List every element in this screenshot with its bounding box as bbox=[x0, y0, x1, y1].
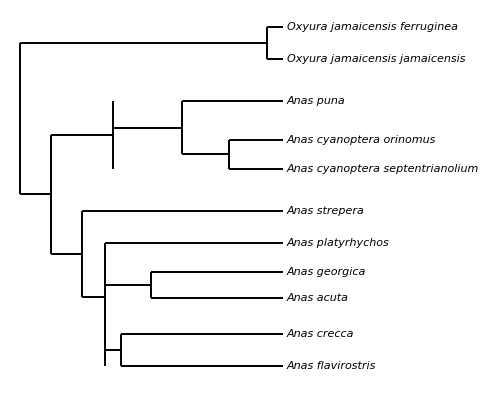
Text: Anas georgica: Anas georgica bbox=[286, 267, 366, 277]
Text: Oxyura jamaicensis ferruginea: Oxyura jamaicensis ferruginea bbox=[286, 22, 458, 32]
Text: Anas strepera: Anas strepera bbox=[286, 206, 365, 216]
Text: Anas flavirostris: Anas flavirostris bbox=[286, 361, 376, 371]
Text: Anas cyanoptera septentrianolium: Anas cyanoptera septentrianolium bbox=[286, 164, 479, 174]
Text: Anas platyrhychos: Anas platyrhychos bbox=[286, 238, 389, 248]
Text: Anas cyanoptera orinomus: Anas cyanoptera orinomus bbox=[286, 135, 436, 145]
Text: Anas acuta: Anas acuta bbox=[286, 293, 348, 303]
Text: Anas crecca: Anas crecca bbox=[286, 329, 354, 339]
Text: Oxyura jamaicensis jamaicensis: Oxyura jamaicensis jamaicensis bbox=[286, 54, 465, 64]
Text: Anas puna: Anas puna bbox=[286, 96, 345, 106]
